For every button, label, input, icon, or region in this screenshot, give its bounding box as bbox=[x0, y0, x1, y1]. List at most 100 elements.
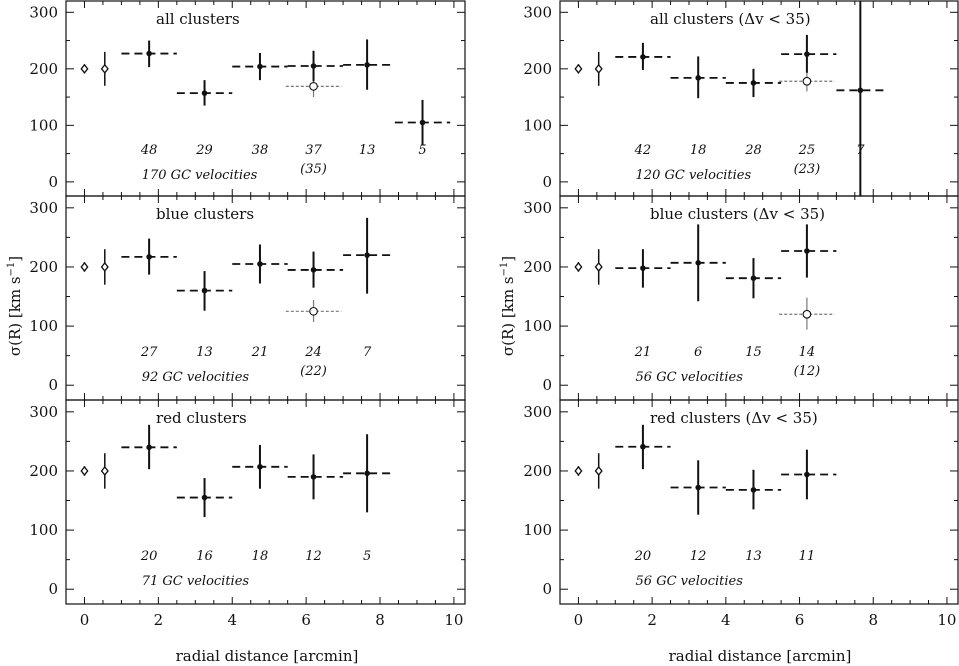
reference-diamond bbox=[594, 63, 603, 74]
total-velocities-label: 170 GC velocities bbox=[142, 168, 258, 183]
reference-diamond bbox=[80, 261, 89, 272]
x-tick-label: 6 bbox=[301, 611, 311, 629]
data-point bbox=[640, 54, 646, 60]
y-tick-label: 200 bbox=[523, 462, 552, 480]
bin-count: 37 bbox=[305, 143, 322, 158]
y-tick-label: 300 bbox=[523, 403, 552, 421]
total-velocities-label: 92 GC velocities bbox=[142, 370, 250, 385]
panel-title: all clusters bbox=[156, 10, 240, 28]
data-point bbox=[310, 267, 317, 273]
sub-count: (12) bbox=[794, 364, 821, 379]
data-point bbox=[695, 484, 701, 491]
bin-count: 21 bbox=[634, 345, 652, 360]
x-tick-label: 10 bbox=[444, 611, 463, 629]
y-tick-label: 100 bbox=[29, 116, 58, 134]
reference-diamond bbox=[574, 261, 583, 272]
y-tick-label: 300 bbox=[29, 403, 58, 421]
bin-count: 7 bbox=[856, 143, 865, 158]
x-axis-label-left: radial distance [arcmin] bbox=[176, 647, 359, 665]
bin-count: 18 bbox=[690, 143, 707, 158]
data-point bbox=[257, 63, 263, 70]
data-point bbox=[257, 464, 263, 470]
total-velocities-label: 56 GC velocities bbox=[636, 370, 744, 385]
bin-count: 13 bbox=[359, 143, 376, 158]
bin-count: 15 bbox=[745, 345, 762, 360]
panel-1: 0 100 200 300 blue clusters 27 13 21 24 7 (22) 92 G… bbox=[29, 195, 466, 401]
bin-count: 20 bbox=[140, 549, 158, 564]
y-tick-label: 100 bbox=[523, 317, 552, 335]
data-point bbox=[750, 275, 757, 281]
reference-diamond bbox=[100, 261, 109, 272]
bin-count: 29 bbox=[195, 143, 213, 158]
panel-4: 0 100 200 300 blue clusters (Δv < 35) 21 6 15 14… bbox=[523, 195, 959, 401]
data-point bbox=[146, 444, 152, 451]
x-tick-label: 4 bbox=[721, 611, 731, 629]
data-point bbox=[419, 119, 426, 126]
x-tick-label: 10 bbox=[937, 611, 956, 629]
sub-count: (22) bbox=[300, 364, 327, 379]
y-tick-label: 100 bbox=[523, 116, 552, 134]
data-point bbox=[804, 471, 810, 478]
y-tick-label: 100 bbox=[523, 521, 552, 539]
data-point bbox=[364, 470, 370, 477]
x-tick-label: 8 bbox=[868, 611, 878, 629]
data-point bbox=[750, 487, 757, 493]
bin-count: 6 bbox=[694, 345, 702, 360]
panel-frame bbox=[65, 195, 466, 401]
y-tick-label: 300 bbox=[523, 199, 552, 217]
open-point bbox=[802, 76, 812, 86]
panel-title: red clusters bbox=[156, 409, 247, 427]
open-point bbox=[802, 309, 812, 319]
y-tick-label: 200 bbox=[29, 462, 58, 480]
reference-diamond bbox=[80, 465, 89, 476]
bin-count: 28 bbox=[744, 143, 762, 158]
panel-frame bbox=[65, 0, 466, 197]
panel-title: blue clusters (Δv < 35) bbox=[650, 205, 825, 223]
total-velocities-label: 120 GC velocities bbox=[636, 168, 752, 183]
y-tick-label: 300 bbox=[29, 199, 58, 217]
data-point bbox=[640, 443, 646, 450]
y-tick-label: 0 bbox=[48, 376, 58, 394]
bin-count: 16 bbox=[196, 549, 213, 564]
data-point bbox=[257, 261, 263, 267]
data-point bbox=[804, 51, 810, 57]
total-velocities-label: 71 GC velocities bbox=[142, 574, 250, 589]
total-velocities-label: 56 GC velocities bbox=[636, 574, 744, 589]
panel-5: 0 100 200 300 0 2 4 6 8 10 red clusters (Δv < 35) 2… bbox=[523, 399, 959, 629]
panel-2: 0 100 200 300 0 2 4 6 8 10 red clusters 20 16 18 12 5 71… bbox=[29, 399, 466, 629]
y-tick-label: 200 bbox=[523, 60, 552, 78]
x-tick-label: 2 bbox=[154, 611, 164, 629]
x-tick-label: 8 bbox=[375, 611, 385, 629]
y-tick-label: 0 bbox=[542, 376, 552, 394]
bin-count: 14 bbox=[799, 345, 816, 360]
y-tick-label: 0 bbox=[48, 580, 58, 598]
bin-count: 38 bbox=[252, 143, 269, 158]
panel-title: red clusters (Δv < 35) bbox=[650, 409, 818, 427]
sub-count: (23) bbox=[794, 162, 821, 177]
data-point bbox=[310, 474, 317, 480]
y-tick-label: 0 bbox=[542, 173, 552, 191]
y-tick-label: 300 bbox=[523, 3, 552, 21]
y-tick-label: 200 bbox=[523, 258, 552, 276]
bin-count: 25 bbox=[798, 143, 816, 158]
bin-count: 12 bbox=[690, 549, 707, 564]
reference-diamond bbox=[574, 63, 583, 74]
data-point bbox=[146, 254, 152, 260]
y-tick-label: 100 bbox=[29, 521, 58, 539]
x-tick-label: 2 bbox=[647, 611, 657, 629]
panel-frame bbox=[559, 0, 959, 197]
x-tick-label: 0 bbox=[80, 611, 90, 629]
panel-title: blue clusters bbox=[156, 205, 254, 223]
data-point bbox=[695, 260, 701, 266]
x-tick-label: 4 bbox=[227, 611, 237, 629]
y-tick-label: 100 bbox=[29, 317, 58, 335]
data-point bbox=[750, 80, 757, 86]
reference-diamond bbox=[594, 261, 603, 272]
y-tick-label: 0 bbox=[48, 173, 58, 191]
reference-diamond bbox=[594, 465, 603, 476]
x-axis-label-right: radial distance [arcmin] bbox=[669, 647, 852, 665]
panel-0: 0 100 200 300 all clusters 48 29 38 37 13 5 (35) 170… bbox=[29, 0, 466, 197]
bin-count: 27 bbox=[140, 345, 158, 360]
